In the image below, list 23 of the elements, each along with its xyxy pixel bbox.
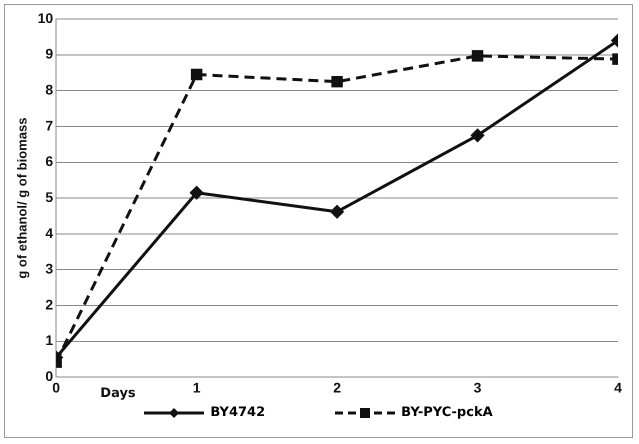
x-axis-title: Days	[100, 386, 136, 402]
point	[190, 186, 204, 200]
legend-label: BY4742	[210, 405, 266, 420]
y-tick-label: 5	[45, 188, 54, 205]
y-tick-label: 1	[45, 332, 54, 348]
point	[472, 50, 484, 62]
y-tick-label: 10	[38, 10, 54, 26]
legend-label: BY-PYC-pckA	[401, 405, 493, 420]
x-tick-label: 4	[614, 379, 622, 396]
x-tick-label: 2	[333, 379, 342, 396]
x-tick-label: 1	[192, 379, 201, 396]
y-tick-label: 2	[45, 296, 54, 312]
y-tick-label: 7	[45, 117, 54, 134]
y-tick-label: 3	[45, 260, 54, 277]
point	[331, 76, 343, 88]
y-tick-label: 9	[45, 46, 54, 62]
y-axis-title: g of ethanol/ g of biomass	[14, 118, 30, 279]
x-tick-label: 3	[474, 379, 482, 396]
y-tick-label: 6	[45, 153, 54, 170]
y-tick-label: 0	[45, 368, 54, 384]
y-tick-label: 8	[45, 82, 54, 98]
y-tick-label: 4	[45, 224, 54, 241]
point	[330, 205, 344, 218]
